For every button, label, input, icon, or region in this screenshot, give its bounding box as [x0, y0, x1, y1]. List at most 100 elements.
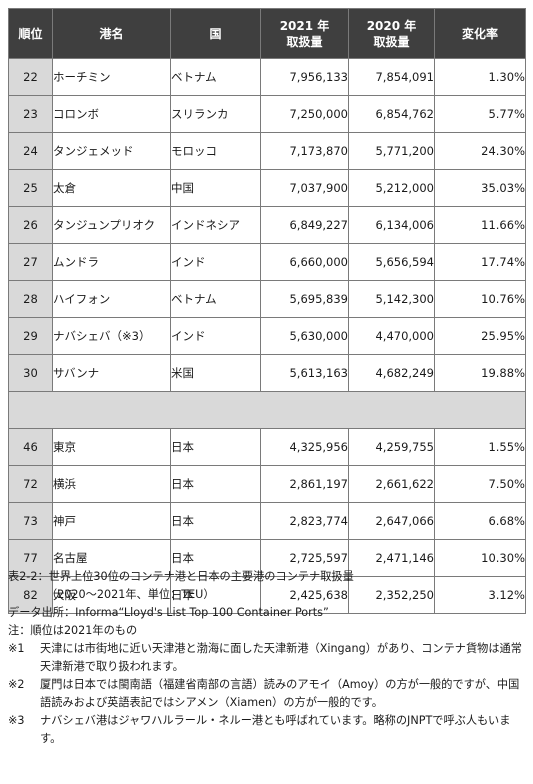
- footnote-text: ナバシェバ港はジャワハルラール・ネルー港とも呼ばれています。略称のJNPTで呼ぶ…: [40, 714, 511, 745]
- separator-cell: [8, 391, 526, 429]
- cell-2021: 6,660,000: [260, 243, 349, 281]
- cell-port: 東京: [52, 428, 171, 466]
- cell-port: ハイフォン: [52, 280, 171, 318]
- cell-rank: 28: [8, 280, 53, 318]
- header-2021: 2021 年 取扱量: [260, 8, 349, 59]
- cell-country: インド: [170, 243, 261, 281]
- cell-change: 3.12%: [434, 576, 526, 614]
- table-row: 82 大阪 日本 2,425,638 2,352,250 3.12%: [8, 576, 526, 614]
- cell-change: 10.30%: [434, 539, 526, 577]
- table-caption-notes: 表2-2：世界上位30位のコンテナ港と日本の主要港のコンテナ取扱量 （2020～…: [8, 568, 528, 748]
- cell-change: 17.74%: [434, 243, 526, 281]
- footnote: ※1 天津には市街地に近い天津港と渤海に面した天津新港（Xingang）があり、コ…: [8, 640, 528, 676]
- cell-2020: 6,134,006: [348, 206, 435, 244]
- cell-2021: 7,956,133: [260, 58, 349, 96]
- cell-rank: 23: [8, 95, 53, 133]
- cell-rank: 72: [8, 465, 53, 503]
- footnote: ※3 ナバシェバ港はジャワハルラール・ネルー港とも呼ばれています。略称のJNPTで…: [8, 712, 528, 748]
- footnote-text: 天津には市街地に近い天津港と渤海に面した天津新港（Xingang）があり、コンテ…: [40, 642, 522, 673]
- cell-rank: 26: [8, 206, 53, 244]
- cell-rank: 30: [8, 354, 53, 392]
- caption-title-line2: （2020～2021年、単位：TEU）: [46, 588, 215, 601]
- cell-2021: 5,695,839: [260, 280, 349, 318]
- cell-2021: 7,037,900: [260, 169, 349, 207]
- cell-2020: 2,661,622: [348, 465, 435, 503]
- footnote-list: ※1 天津には市街地に近い天津港と渤海に面した天津新港（Xingang）があり、コ…: [8, 640, 528, 748]
- cell-2021: 2,861,197: [260, 465, 349, 503]
- footnote-mark: ※1: [8, 642, 25, 655]
- cell-2020: 7,854,091: [348, 58, 435, 96]
- cell-port: ムンドラ: [52, 243, 171, 281]
- cell-change: 19.88%: [434, 354, 526, 392]
- cell-2020: 5,212,000: [348, 169, 435, 207]
- header-change: 変化率: [434, 8, 526, 59]
- table-separator-row: [8, 391, 526, 429]
- header-rank: 順位: [8, 8, 53, 59]
- cell-port: 横浜: [52, 465, 171, 503]
- cell-rank: 27: [8, 243, 53, 281]
- cell-2020: 2,471,146: [348, 539, 435, 577]
- cell-rank: 22: [8, 58, 53, 96]
- table-row: 77 名古屋 日本 2,725,597 2,471,146 10.30%: [8, 539, 526, 577]
- cell-change: 1.30%: [434, 58, 526, 96]
- cell-change: 5.77%: [434, 95, 526, 133]
- cell-country: 日本: [170, 502, 261, 540]
- cell-2021: 2,823,774: [260, 502, 349, 540]
- cell-port: 神戸: [52, 502, 171, 540]
- caption-rank-note: 注：順位は2021年のもの: [8, 624, 138, 637]
- cell-2021: 5,613,163: [260, 354, 349, 392]
- cell-rank: 46: [8, 428, 53, 466]
- table-row: 30 サバンナ 米国 5,613,163 4,682,249 19.88%: [8, 354, 526, 392]
- table-row: 27 ムンドラ インド 6,660,000 5,656,594 17.74%: [8, 243, 526, 281]
- table-row: 24 タンジェメッド モロッコ 7,173,870 5,771,200 24.30%: [8, 132, 526, 170]
- footnote-mark: ※2: [8, 678, 25, 691]
- cell-port: サバンナ: [52, 354, 171, 392]
- cell-rank: 29: [8, 317, 53, 355]
- cell-rank: 73: [8, 502, 53, 540]
- table-row: 22 ホーチミン ベトナム 7,956,133 7,854,091 1.30%: [8, 58, 526, 96]
- cell-2021: 4,325,956: [260, 428, 349, 466]
- cell-2020: 6,854,762: [348, 95, 435, 133]
- cell-port: 名古屋: [52, 539, 171, 577]
- container-port-table: 順位 港名 国 2021 年 取扱量 2020 年 取扱量 変化率 22 ホーチミ…: [8, 8, 526, 614]
- caption-title: 表2-2：世界上位30位のコンテナ港と日本の主要港のコンテナ取扱量 （2020～…: [8, 568, 528, 604]
- cell-country: スリランカ: [170, 95, 261, 133]
- cell-2020: 5,142,300: [348, 280, 435, 318]
- cell-change: 10.76%: [434, 280, 526, 318]
- header-port: 港名: [52, 8, 171, 59]
- cell-country: ベトナム: [170, 280, 261, 318]
- cell-change: 6.68%: [434, 502, 526, 540]
- cell-2020: 4,259,755: [348, 428, 435, 466]
- cell-2020: 4,682,249: [348, 354, 435, 392]
- table-row: 73 神戸 日本 2,823,774 2,647,066 6.68%: [8, 502, 526, 540]
- caption-title-line1: 表2-2：世界上位30位のコンテナ港と日本の主要港のコンテナ取扱量: [8, 570, 354, 583]
- cell-port: タンジェメッド: [52, 132, 171, 170]
- cell-change: 1.55%: [434, 428, 526, 466]
- cell-change: 7.50%: [434, 465, 526, 503]
- table-row: 28 ハイフォン ベトナム 5,695,839 5,142,300 10.76%: [8, 280, 526, 318]
- cell-change: 35.03%: [434, 169, 526, 207]
- cell-2021: 7,173,870: [260, 132, 349, 170]
- cell-2020: 5,656,594: [348, 243, 435, 281]
- cell-port: 太倉: [52, 169, 171, 207]
- cell-2020: 5,771,200: [348, 132, 435, 170]
- cell-country: 米国: [170, 354, 261, 392]
- header-country: 国: [170, 8, 261, 59]
- table-row: 46 東京 日本 4,325,956 4,259,755 1.55%: [8, 428, 526, 466]
- cell-2021: 7,250,000: [260, 95, 349, 133]
- footnote-text: 厦門は日本では閩南語（福建省南部の言語）読みのアモイ（Amoy）の方が一般的です…: [40, 678, 520, 709]
- cell-2020: 2,647,066: [348, 502, 435, 540]
- cell-country: 日本: [170, 428, 261, 466]
- cell-country: 日本: [170, 465, 261, 503]
- cell-rank: 24: [8, 132, 53, 170]
- cell-rank: 77: [8, 539, 53, 577]
- footnote-mark: ※3: [8, 714, 25, 727]
- table-row: 23 コロンボ スリランカ 7,250,000 6,854,762 5.77%: [8, 95, 526, 133]
- table-row: 26 タンジュンプリオク インドネシア 6,849,227 6,134,006 11.66…: [8, 206, 526, 244]
- table-row: 72 横浜 日本 2,861,197 2,661,622 7.50%: [8, 465, 526, 503]
- cell-country: インドネシア: [170, 206, 261, 244]
- cell-port: タンジュンプリオク: [52, 206, 171, 244]
- cell-change: 11.66%: [434, 206, 526, 244]
- cell-2021: 6,849,227: [260, 206, 349, 244]
- header-2020: 2020 年 取扱量: [348, 8, 435, 59]
